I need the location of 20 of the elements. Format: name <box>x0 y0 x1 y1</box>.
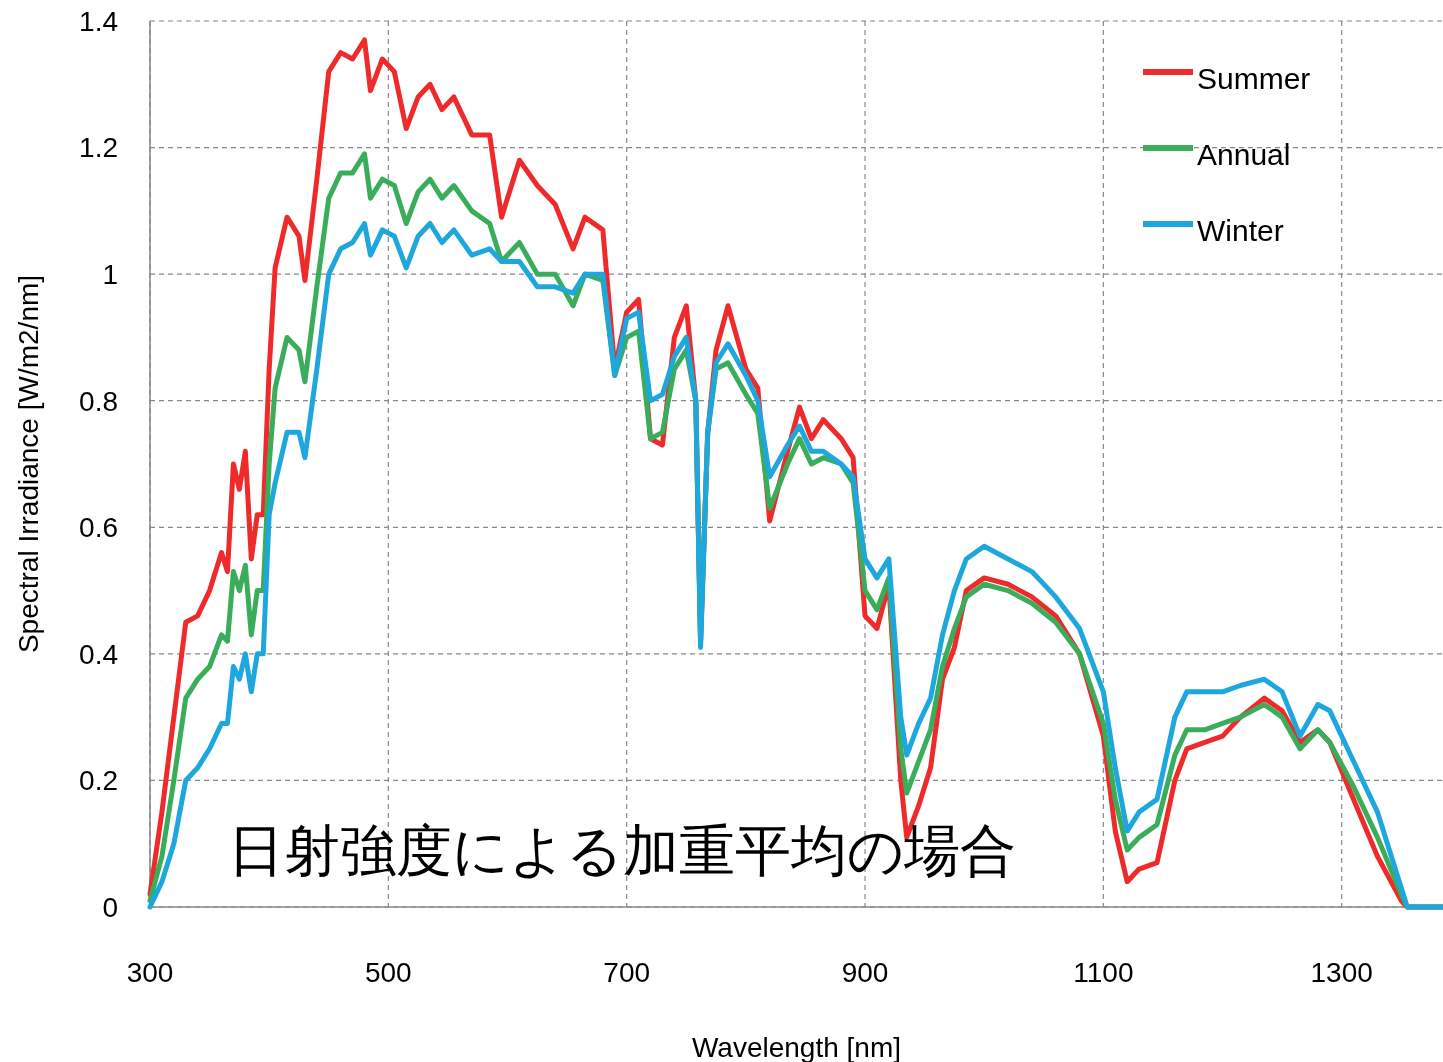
x-tick-label: 700 <box>603 957 651 988</box>
y-tick-label: 1.4 <box>79 5 118 37</box>
y-tick-label: 0.4 <box>79 638 118 670</box>
y-tick-label: 0.6 <box>79 512 118 544</box>
y-axis-title: Spectral Irradiance [W/m2/nm] <box>13 274 44 654</box>
y-tick-label: 0.8 <box>79 385 118 417</box>
y-tick-label: 1.2 <box>79 132 118 164</box>
x-axis-title: Wavelength [nm] <box>691 1032 902 1062</box>
x-tick-label: 900 <box>841 957 889 988</box>
y-tick-label: 0.2 <box>79 765 118 797</box>
x-tick-label: 300 <box>126 957 174 988</box>
legend-label: Winter <box>1197 213 1284 247</box>
y-tick-label: 1 <box>102 258 118 290</box>
x-tick-label: 500 <box>364 957 412 988</box>
legend-label: Annual <box>1197 137 1291 171</box>
annotation: 日射強度による加重平均の場合 <box>228 819 1016 882</box>
legend-label: Summer <box>1197 61 1311 95</box>
x-tick-label: 1300 <box>1310 957 1373 988</box>
y-tick-label: 0 <box>102 891 118 923</box>
x-tick-label: 1100 <box>1073 957 1134 988</box>
